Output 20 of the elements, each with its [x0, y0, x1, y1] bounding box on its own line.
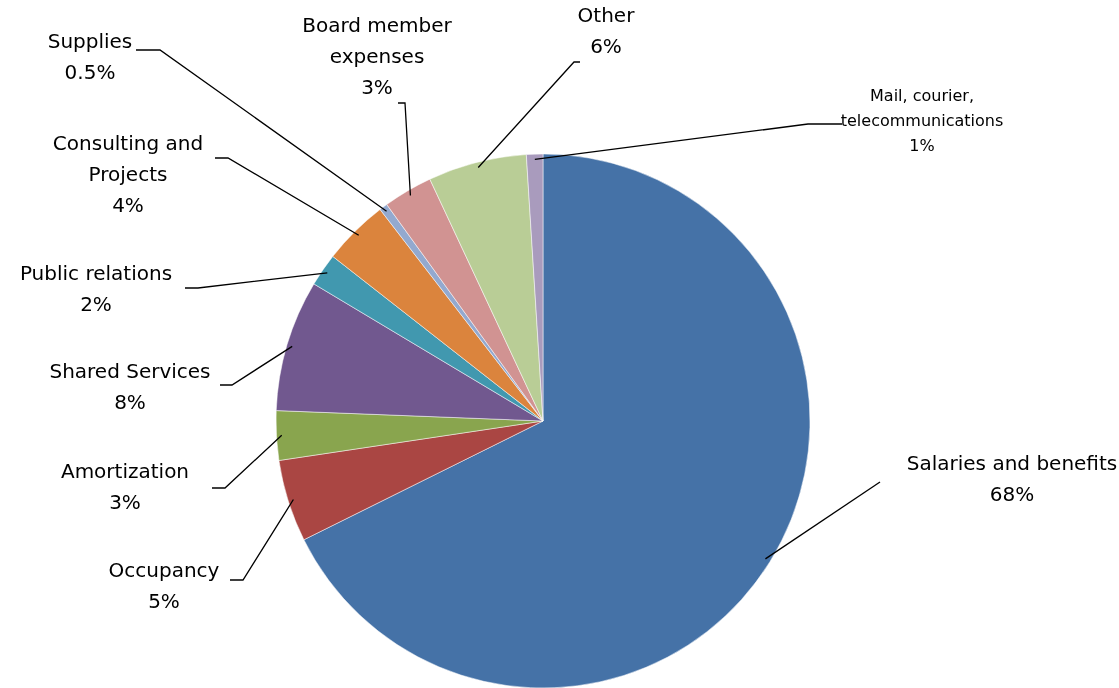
data-label: 6%	[590, 34, 622, 58]
slice-label: Consulting and Projects	[52, 131, 204, 186]
slice-label: Board member expenses	[302, 13, 453, 68]
data-label: 1%	[909, 135, 935, 155]
slice-label: Mail, courier, telecommunications	[840, 86, 1004, 130]
slice-label: Amortization	[60, 459, 190, 483]
data-label: 68%	[989, 482, 1035, 506]
data-label: 0.5%	[64, 60, 116, 84]
slice-label: Shared Services	[49, 359, 211, 383]
data-label: 5%	[148, 589, 180, 613]
data-label: 4%	[112, 193, 144, 217]
data-label: 2%	[80, 292, 112, 316]
data-label: 3%	[109, 490, 141, 514]
slice-label: Other	[577, 3, 636, 27]
slice-label: Supplies	[47, 29, 133, 53]
slice-label: Salaries and benefits	[906, 451, 1118, 475]
slice-label: Occupancy	[108, 558, 220, 582]
slice-label: Public relations	[19, 261, 173, 285]
data-label: 3%	[361, 75, 393, 99]
data-label: 8%	[114, 390, 146, 414]
